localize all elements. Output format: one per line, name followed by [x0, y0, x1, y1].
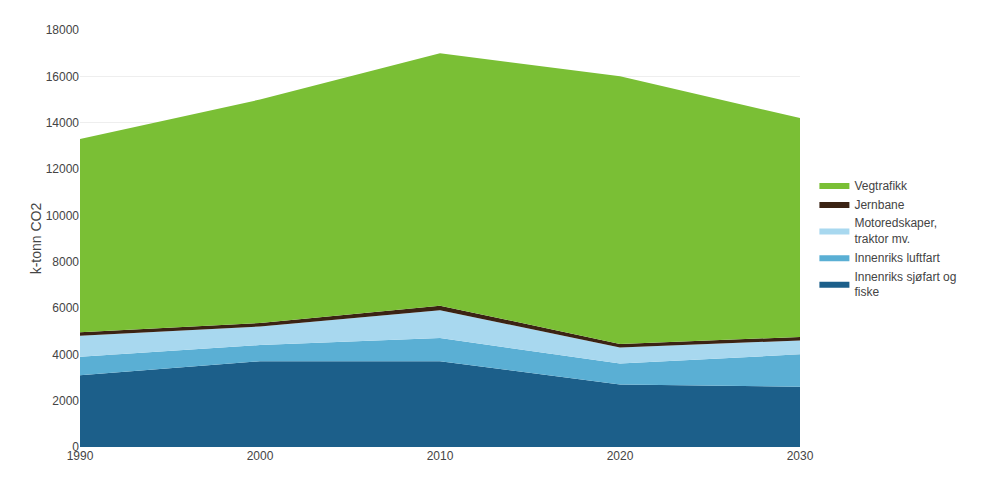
svg-text:Innenriks luftfart: Innenriks luftfart	[854, 251, 940, 265]
svg-text:2000: 2000	[247, 449, 274, 463]
svg-text:6000: 6000	[52, 301, 79, 315]
svg-text:2030: 2030	[787, 449, 814, 463]
svg-text:2010: 2010	[427, 449, 454, 463]
svg-text:Motoredskaper,traktor mv.: Motoredskaper,traktor mv.	[854, 216, 937, 246]
svg-text:18000: 18000	[46, 23, 80, 37]
svg-text:k-tonn CO2: k-tonn CO2	[28, 202, 44, 274]
svg-text:10000: 10000	[46, 209, 80, 223]
svg-text:Vegtrafikk: Vegtrafikk	[854, 179, 908, 193]
svg-text:12000: 12000	[46, 162, 80, 176]
svg-text:2020: 2020	[607, 449, 634, 463]
svg-text:Jernbane: Jernbane	[854, 198, 904, 212]
svg-text:8000: 8000	[52, 255, 79, 269]
svg-text:2000: 2000	[52, 394, 79, 408]
svg-text:0: 0	[72, 440, 79, 454]
svg-text:4000: 4000	[52, 348, 79, 362]
svg-text:Innenriks sjøfart ogfiske: Innenriks sjøfart ogfiske	[854, 270, 956, 300]
svg-text:14000: 14000	[46, 116, 80, 130]
svg-text:16000: 16000	[46, 70, 80, 84]
svg-text:1990: 1990	[67, 449, 94, 463]
